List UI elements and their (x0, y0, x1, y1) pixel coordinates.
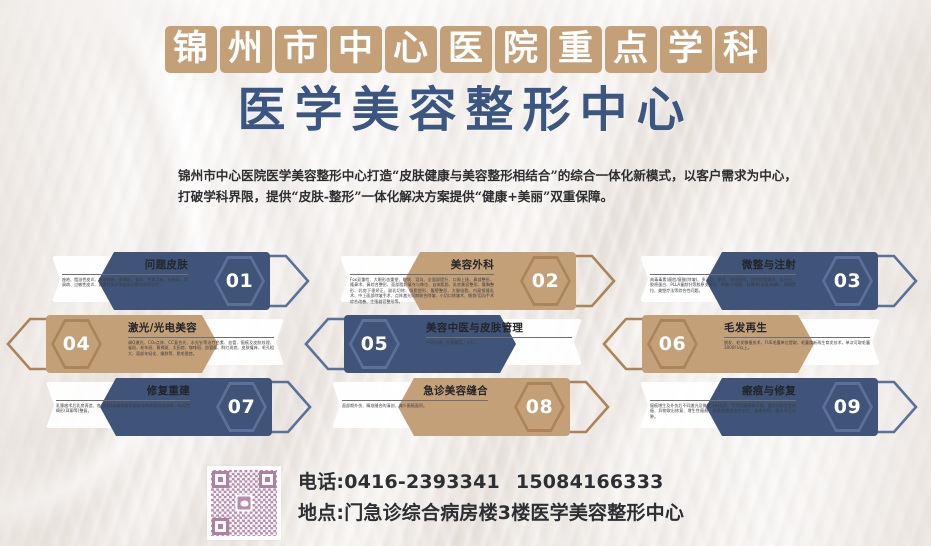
address-line: 地点:门急诊综合病房楼3楼医学美容整形中心 (298, 498, 684, 529)
address-label: 地点: (298, 502, 345, 524)
intro-text: 锦州市中心医院医学美容整形中心打造“皮肤健康与美容整形相结合”的综合一体化新模式… (178, 168, 797, 204)
service-title-08: 急诊美容缝合 (423, 385, 488, 397)
service-card-08[interactable]: 08 急诊美容缝合 面部颜外伤、精准缝合的清创、减少瘢痕面积。 (332, 378, 610, 436)
service-row-2: 04 激光/光电美容 调Q激光、CO₂点阵、CC复合光、水光针等治疗色素、血管、瘢痕… (0, 315, 931, 375)
eyebrow-char-box-9: 点 (604, 26, 657, 73)
service-title-07: 修复重建 (146, 385, 190, 397)
card-divider (128, 337, 274, 338)
service-desc-07: 乳腺癌术后乳房再造、各型(种)皮瓣修复创面安全的修复创面缺损、先天性畸形(耳廓等… (56, 403, 190, 414)
service-desc-09: 瘢痕增生及外伤后不同激光及微整注射治疗、手术后瘢痕微干预、激光祛斑分型祛瘢、异物… (650, 403, 796, 419)
card-divider (650, 400, 796, 401)
address-value: 门急诊综合病房楼3楼医学美容整形中心 (344, 502, 685, 524)
service-card-09[interactable]: 09 瘢痕与修复 瘢痕增生及外伤后不同激光及微整注射治疗、手术后瘢痕微干预、激光祛斑… (640, 378, 918, 436)
card-divider (426, 337, 572, 338)
service-cell-05: 05 美容中医与皮肤管理 中药内调、针灸美容、火针。 (304, 315, 582, 375)
card-text-block: 瘢痕与修复瘢痕增生及外伤后不同激光及微整注射治疗、手术后瘢痕微干预、激光祛斑分型… (650, 385, 796, 427)
service-title-02: 美容外科 (450, 259, 494, 271)
service-row-1: 01 问题皮肤 痤疮、脂溢性皮炎、玫瑰痤疮、黄褐斑、雀斑、色素沉着、白癜风、银屑病、… (0, 252, 931, 312)
card-text-block: 微整与注射肉毒毒素(瘦脸/瘦腿/除皱)、多汗症、腋臭、轮廓塑形、透明质酸填充、水… (650, 259, 796, 301)
service-card-07[interactable]: 07 修复重建 乳腺癌术后乳房再造、各型(种)皮瓣修复创面安全的修复创面缺损、先天性… (46, 378, 312, 436)
service-card-03[interactable]: 03 微整与注射 肉毒毒素(瘦脸/瘦腿/除皱)、多汗症、腋臭、轮廓塑形、透明质酸填充… (640, 252, 918, 310)
service-desc-03: 肉毒毒素(瘦脸/瘦腿/除皱)、多汗症、腋臭、轮廓塑形、透明质酸填充、水光针、胶原… (650, 277, 796, 293)
qr-finder-bottom-left-icon (212, 518, 229, 535)
card-text-block: 毛发再生脱发、毛发移植技术，FUE毛囊单位提取、毛囊焕新再生育发技术，单次可取毛… (724, 322, 870, 364)
eyebrow-char-box-6: 医 (439, 26, 492, 73)
eyebrow-char-box-3: 市 (274, 26, 327, 73)
service-card-01[interactable]: 01 问题皮肤 痤疮、脂溢性皮炎、玫瑰痤疮、黄褐斑、雀斑、色素沉着、白癜风、银屑病、… (52, 252, 310, 310)
service-title-01: 问题皮肤 (144, 259, 188, 271)
card-divider (650, 274, 796, 275)
service-cell-03: 03 微整与注射 肉毒毒素(瘦脸/瘦腿/除皱)、多汗症、腋臭、轮廓塑形、透明质酸填充… (640, 252, 918, 312)
service-title-06: 毛发再生 (724, 322, 768, 334)
service-cell-02: 02 美容外科 Fox双重睑、大眼形态重塑、眼袋、泪沟、全面部提升、口周上扬、鼻部整… (340, 252, 616, 312)
card-text-block: 激光/光电美容调Q激光、CO₂点阵、CC复合光、水光针等治疗色素、血管、瘢痕及皮… (128, 322, 274, 364)
service-desc-01: 痤疮、脂溢性皮炎、玫瑰痤疮、黄褐斑、雀斑、色素沉着、白癜风、银屑病、过敏性皮炎、… (62, 277, 188, 288)
eyebrow-char-box-11: 科 (714, 26, 767, 73)
intro-paragraph: 锦州市中心医院医学美容整形中心打造“皮肤健康与美容整形相结合”的综合一体化新模式… (152, 165, 797, 207)
phone-number-primary[interactable]: 0416-2393341 (344, 471, 500, 493)
card-divider (724, 337, 870, 338)
service-desc-05: 中药内调、针灸美容、火针。 (426, 340, 479, 345)
service-card-04[interactable]: 04 激光/光电美容 调Q激光、CO₂点阵、CC复合光、水光针等治疗色素、血管、瘢痕… (6, 315, 284, 373)
eyebrow-char-box-4: 中 (329, 26, 382, 73)
service-row-3: 07 修复重建 乳腺癌术后乳房再造、各型(种)皮瓣修复创面安全的修复创面缺损、先天性… (0, 378, 931, 438)
poster-header: 锦州市中心医院重点学科 医学美容整形中心 (0, 0, 931, 138)
eyebrow-char-box-5: 心 (384, 26, 437, 73)
service-cell-04: 04 激光/光电美容 调Q激光、CO₂点阵、CC复合光、水光针等治疗色素、血管、瘢痕… (6, 315, 284, 375)
service-title-05: 美容中医与皮肤管理 (426, 322, 524, 334)
service-desc-08: 面部颜外伤、精准缝合的清创、减少瘢痕面积。 (342, 403, 428, 408)
service-card-05[interactable]: 05 美容中医与皮肤管理 中药内调、针灸美容、火针。 (304, 315, 582, 373)
card-text-block: 问题皮肤痤疮、脂溢性皮炎、玫瑰痤疮、黄褐斑、雀斑、色素沉着、白癜风、银屑病、过敏… (62, 259, 188, 301)
eyebrow-char-box-2: 州 (219, 26, 272, 73)
wechat-logo-icon (235, 494, 253, 512)
service-card-06[interactable]: 06 毛发再生 脱发、毛发移植技术，FUE毛囊单位提取、毛囊焕新再生育发技术，单次可… (602, 315, 880, 373)
service-cell-07: 07 修复重建 乳腺癌术后乳房再造、各型(种)皮瓣修复创面安全的修复创面缺损、先天性… (46, 378, 312, 438)
eyebrow-char-box-8: 重 (549, 26, 602, 73)
service-cell-09: 09 瘢痕与修复 瘢痕增生及外伤后不同激光及微整注射治疗、手术后瘢痕微干预、激光祛斑… (640, 378, 918, 438)
qr-pattern (211, 470, 277, 536)
service-title-03: 微整与注射 (742, 259, 796, 271)
phone-line: 电话:0416-2393341 15084166333 (298, 467, 684, 498)
service-desc-02: Fox双重睑、大眼形态重塑、眼袋、泪沟、全面部提升、口周上扬、鼻部整形、隆鼻术、… (350, 277, 494, 304)
poster-footer: 电话:0416-2393341 15084166333 地点:门急诊综合病房楼3楼… (0, 455, 931, 546)
phone-number-secondary[interactable]: 15084166333 (515, 471, 664, 493)
qr-finder-top-left-icon (212, 471, 229, 488)
service-card-02[interactable]: 02 美容外科 Fox双重睑、大眼形态重塑、眼袋、泪沟、全面部提升、口周上扬、鼻部整… (340, 252, 616, 310)
service-cell-06: 06 毛发再生 脱发、毛发移植技术，FUE毛囊单位提取、毛囊焕新再生育发技术，单次可… (602, 315, 880, 375)
service-title-04: 激光/光电美容 (128, 322, 197, 334)
qr-finder-top-right-icon (259, 471, 276, 488)
service-title-09: 瘢痕与修复 (742, 385, 796, 397)
card-text-block: 急诊美容缝合面部颜外伤、精准缝合的清创、减少瘢痕面积。 (342, 385, 488, 427)
service-desc-06: 脱发、毛发移植技术，FUE毛囊单位提取、毛囊焕新再生育发技术，单次可取毛囊300… (724, 340, 870, 351)
eyebrow-title-boxes: 锦州市中心医院重点学科 (0, 26, 931, 73)
eyebrow-char-box-10: 学 (659, 26, 712, 73)
card-text-block: 美容中医与皮肤管理中药内调、针灸美容、火针。 (426, 322, 572, 364)
card-divider (56, 400, 190, 401)
card-divider (350, 274, 494, 275)
wechat-qr-code[interactable] (207, 466, 281, 540)
service-desc-04: 调Q激光、CO₂点阵、CC复合光、水光针等治疗色素、血管、瘢痕及皮肤纹理、雀斑、… (128, 340, 274, 356)
contact-block: 电话:0416-2393341 15084166333 地点:门急诊综合病房楼3楼… (298, 467, 684, 529)
card-text-block: 美容外科 Fox双重睑、大眼形态重塑、眼袋、泪沟、全面部提升、口周上扬、鼻部整形、… (350, 259, 494, 304)
card-divider (342, 400, 488, 401)
eyebrow-char-box-1: 锦 (164, 26, 217, 73)
page-title: 医学美容整形中心 (237, 82, 694, 138)
phone-label: 电话: (298, 471, 345, 493)
card-text-block: 修复重建乳腺癌术后乳房再造、各型(种)皮瓣修复创面安全的修复创面缺损、先天性畸形… (56, 385, 190, 427)
service-cell-08: 08 急诊美容缝合 面部颜外伤、精准缝合的清创、减少瘢痕面积。 (332, 378, 610, 438)
service-cell-01: 01 问题皮肤 痤疮、脂溢性皮炎、玫瑰痤疮、黄褐斑、雀斑、色素沉着、白癜风、银屑病、… (52, 252, 310, 312)
eyebrow-char-box-7: 院 (494, 26, 547, 73)
service-items-grid: 01 问题皮肤 痤疮、脂溢性皮炎、玫瑰痤疮、黄褐斑、雀斑、色素沉着、白癜风、银屑病、… (0, 252, 931, 444)
card-divider (62, 274, 188, 275)
